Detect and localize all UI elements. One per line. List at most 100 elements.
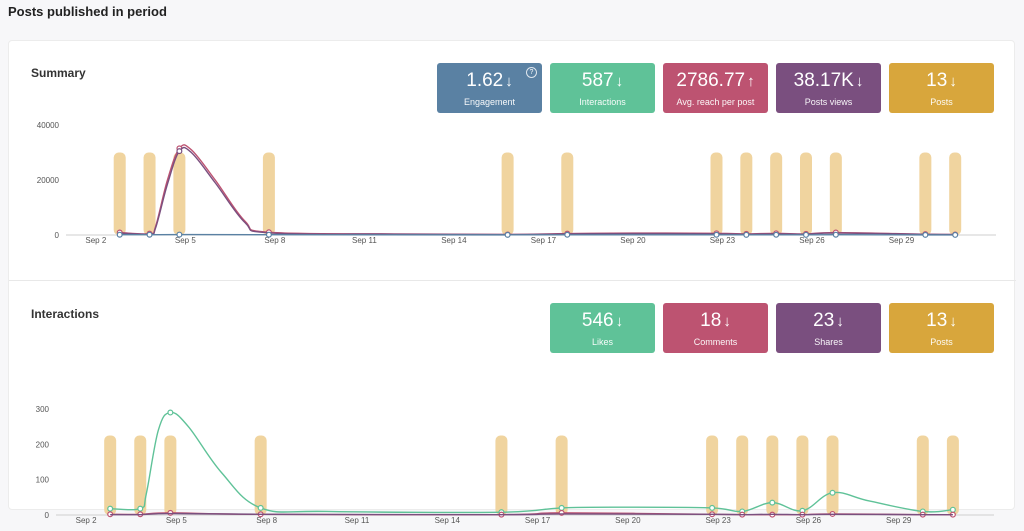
arrow-down-icon: ↓	[505, 73, 513, 90]
kpi-value-text: 13	[926, 310, 947, 331]
post-bar	[736, 436, 748, 516]
x-tick-label: Sep 26	[796, 516, 822, 525]
kpi-value: 587↓	[550, 63, 655, 93]
interactions-title: Interactions	[31, 307, 99, 321]
kpi-value-text: 23	[813, 310, 834, 331]
y-tick-label: 300	[36, 405, 50, 414]
kpi-label: Comments	[663, 337, 768, 347]
arrow-down-icon: ↓	[616, 313, 624, 330]
x-tick-label: Sep 20	[620, 236, 646, 245]
post-bar	[173, 153, 185, 236]
summary-title: Summary	[31, 66, 86, 80]
kpi-value: 1.62↓	[437, 63, 542, 93]
kpi-label: Posts views	[776, 97, 881, 107]
kpi-value-text: 546	[582, 310, 614, 331]
kpi-value: 13↓	[889, 303, 994, 333]
kpi-label: Engagement	[437, 97, 542, 107]
series-point-2	[147, 232, 152, 237]
post-bar	[255, 436, 267, 516]
post-bar	[561, 153, 573, 236]
kpi-value: 546↓	[550, 303, 655, 333]
page-title: Posts published in period	[8, 4, 167, 19]
post-bar	[830, 153, 842, 236]
x-tick-label: Sep 20	[615, 516, 641, 525]
kpi-value: 18↓	[663, 303, 768, 333]
x-tick-label: Sep 23	[705, 516, 731, 525]
arrow-down-icon: ↓	[616, 73, 624, 90]
kpi-value-text: 587	[582, 70, 614, 91]
summary-kpi-posts[interactable]: 13↓Posts	[889, 63, 994, 113]
series-point-0	[559, 506, 564, 511]
interactions-kpi-likes[interactable]: 546↓ Likes	[550, 303, 655, 353]
summary-kpi-interactions[interactable]: 587↓Interactions	[550, 63, 655, 113]
x-tick-label: Sep 17	[531, 236, 557, 245]
x-tick-label: Sep 23	[710, 236, 736, 245]
series-point-2	[804, 232, 809, 237]
summary-kpi-posts-views[interactable]: 38.17K↓ Posts views	[776, 63, 881, 113]
kpi-value: 2786.77↑	[663, 63, 768, 93]
x-tick-label: Sep 14	[441, 236, 467, 245]
help-icon[interactable]: ?	[526, 67, 537, 78]
x-tick-label: Sep 26	[799, 236, 825, 245]
series-point-2	[267, 232, 272, 237]
y-tick-label: 0	[45, 511, 50, 520]
post-bar	[706, 436, 718, 516]
post-bar	[740, 153, 752, 236]
x-tick-label: Sep 11	[345, 516, 370, 525]
interactions-kpi-shares[interactable]: 23↓Shares	[776, 303, 881, 353]
post-bar	[114, 153, 126, 236]
x-tick-label: Sep 29	[886, 516, 912, 525]
series-point-0	[258, 506, 263, 511]
post-bar	[164, 436, 176, 516]
post-bar	[947, 436, 959, 516]
kpi-label: Likes	[550, 337, 655, 347]
y-tick-label: 0	[55, 231, 60, 240]
series-point-0	[950, 507, 955, 512]
x-tick-label: Sep 5	[175, 236, 196, 245]
post-bar	[796, 436, 808, 516]
arrow-down-icon: ↓	[836, 313, 844, 330]
summary-section: Summary 1.62↓ Engagement? 587↓Interactions…	[9, 41, 1016, 281]
series-point-0	[830, 490, 835, 495]
y-tick-label: 100	[36, 476, 50, 485]
series-point-2	[714, 232, 719, 237]
post-bar	[263, 153, 275, 236]
arrow-down-icon: ↓	[949, 313, 957, 330]
post-bar	[710, 153, 722, 236]
series-point-1	[177, 149, 182, 154]
series-point-2	[923, 232, 928, 237]
x-tick-label: Sep 17	[525, 516, 551, 525]
post-bar	[556, 436, 568, 516]
post-bar	[949, 153, 961, 236]
post-bar	[502, 153, 514, 236]
series-point-0	[168, 410, 173, 415]
series-point-0	[108, 506, 113, 511]
summary-kpi-engagement[interactable]: 1.62↓ Engagement?	[437, 63, 542, 113]
x-tick-label: Sep 5	[166, 516, 187, 525]
kpi-value: 23↓	[776, 303, 881, 333]
interactions-kpi-comments[interactable]: 18↓ Comments	[663, 303, 768, 353]
arrow-down-icon: ↓	[856, 73, 864, 90]
summary-kpi-avg-reach-per-post[interactable]: 2786.77↑Avg. reach per post	[663, 63, 768, 113]
kpi-value-text: 13	[926, 70, 947, 91]
series-point-2	[117, 232, 122, 237]
post-bar	[770, 153, 782, 236]
arrow-down-icon: ↓	[723, 313, 731, 330]
series-point-2	[565, 232, 570, 237]
kpi-label: Posts	[889, 337, 994, 347]
posts-card: Summary 1.62↓Engagement?587↓Interactions…	[8, 40, 1015, 510]
post-bar	[919, 153, 931, 236]
series-point-2	[177, 232, 182, 237]
kpi-value: 38.17K↓	[776, 63, 881, 93]
x-tick-label: Sep 2	[85, 236, 106, 245]
post-bar	[495, 436, 507, 516]
post-bar	[826, 436, 838, 516]
series-point-2	[774, 232, 779, 237]
interactions-kpi-posts[interactable]: 13↓ Posts	[889, 303, 994, 353]
series-point-2	[505, 232, 510, 237]
series-point-2	[833, 232, 838, 237]
